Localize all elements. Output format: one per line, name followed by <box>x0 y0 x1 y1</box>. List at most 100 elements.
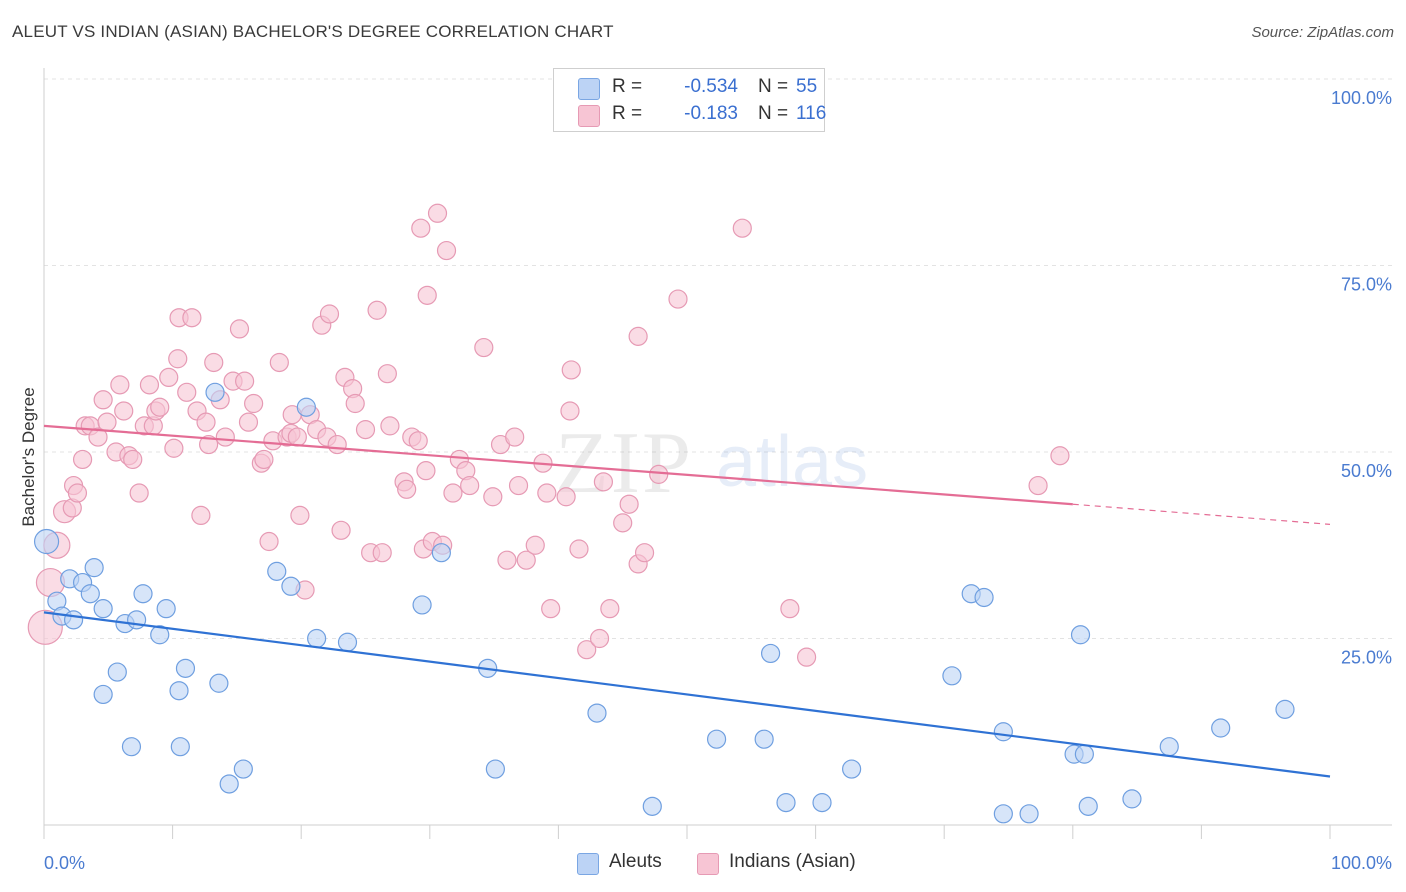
indians-asian-points <box>27 203 1070 667</box>
indian-asian-point <box>191 505 211 526</box>
legend-n-value: 55 <box>796 76 818 97</box>
aleut-point <box>942 666 962 686</box>
indian-asian-trend-extension <box>1072 503 1331 525</box>
indian-asian-point <box>88 427 108 447</box>
legend-n-value: 116 <box>796 103 827 124</box>
indian-asian-point <box>327 434 347 455</box>
aleut-point <box>33 528 60 555</box>
indian-asian-point <box>411 218 431 238</box>
aleut-point <box>307 628 327 649</box>
indian-asian-point <box>377 364 397 384</box>
indian-asian-point <box>319 304 340 324</box>
indian-asian-point <box>164 438 184 458</box>
aleut-point <box>1078 796 1098 816</box>
indian-asian-point <box>560 401 580 421</box>
aleut-point <box>776 793 796 813</box>
legend-swatch-pink <box>578 105 600 127</box>
y-tick-labels: 25.0% 50.0% 75.0% 100.0% <box>1331 88 1392 668</box>
indian-asian-point <box>244 393 264 414</box>
aleut-point <box>233 759 253 779</box>
aleut-point <box>93 599 113 619</box>
aleut-point <box>587 703 607 723</box>
legend-r-value: -0.183 <box>684 103 738 124</box>
aleut-point <box>169 681 189 701</box>
aleut-point <box>431 543 451 563</box>
aleut-point <box>107 662 127 682</box>
indian-asian-point <box>474 337 494 358</box>
indian-asian-point <box>215 427 235 447</box>
indian-asian-point <box>796 647 817 667</box>
indian-asian-point <box>668 289 688 309</box>
aleut-point <box>754 729 774 749</box>
aleut-point <box>337 632 358 652</box>
aleut-point <box>412 595 432 615</box>
legend-r-value: -0.534 <box>684 76 738 97</box>
correlation-legend: R = -0.534 N = 55 R = -0.183 N = 116 <box>553 68 827 132</box>
aleut-point <box>281 576 301 596</box>
aleut-point <box>267 561 287 581</box>
watermark-zip: ZIP <box>555 415 693 512</box>
aleut-point <box>150 625 170 645</box>
indian-asian-point <box>483 487 503 507</box>
aleut-point <box>1211 718 1231 738</box>
indian-asian-point <box>1050 446 1070 466</box>
legend-n-label: N = <box>758 76 789 97</box>
aleut-point <box>84 558 104 578</box>
aleut-point <box>80 584 100 604</box>
aleut-point <box>175 658 196 678</box>
aleut-trend-line <box>43 611 1331 778</box>
aleut-point <box>760 643 781 664</box>
aleut-point <box>1122 789 1142 809</box>
aleut-point <box>1074 744 1094 764</box>
x-tick-label-max: 100.0% <box>1331 853 1392 873</box>
aleut-point <box>63 610 84 630</box>
aleut-point <box>219 774 239 794</box>
aleut-point <box>133 584 153 604</box>
indian-asian-point <box>505 427 525 447</box>
indian-asian-point <box>168 349 188 369</box>
y-tick-label: 100.0% <box>1331 88 1392 108</box>
indian-asian-point <box>443 483 463 503</box>
indian-asian-point <box>1028 475 1048 496</box>
indian-asian-point <box>159 367 179 387</box>
grid-lines <box>44 78 1392 639</box>
indian-asian-point <box>569 539 589 559</box>
indian-asian-point <box>355 420 376 440</box>
aleut-point <box>485 759 505 779</box>
indian-asian-point <box>780 599 800 619</box>
indian-asian-point <box>649 464 669 484</box>
legend-r-label: R = <box>612 76 643 97</box>
indian-asian-point <box>556 487 576 507</box>
indian-asian-point <box>290 505 310 526</box>
indian-asian-point <box>408 431 428 451</box>
legend-swatch-blue <box>577 853 599 875</box>
aleut-point <box>126 610 147 630</box>
legend-swatch-pink <box>697 853 719 875</box>
indian-asian-point <box>177 382 197 402</box>
aleut-point <box>121 737 142 757</box>
indian-asian-point <box>199 434 219 455</box>
series-legend: Aleuts Indians (Asian) <box>0 851 1406 879</box>
indian-asian-point <box>577 640 597 660</box>
y-axis-label: Bachelor's Degree <box>19 387 38 526</box>
indian-asian-point <box>732 218 752 238</box>
indian-asian-point <box>497 550 517 570</box>
indian-asian-point <box>150 397 170 417</box>
indian-asian-point <box>367 300 387 320</box>
indian-asian-point <box>345 393 365 414</box>
aleut-point <box>170 737 190 757</box>
aleut-point <box>1275 699 1295 719</box>
indian-asian-point <box>97 412 117 432</box>
watermark: ZIP atlas <box>555 415 868 512</box>
indian-asian-point <box>541 599 561 619</box>
legend-label-indians-asian: Indians (Asian) <box>729 851 856 872</box>
indian-asian-point <box>436 240 457 261</box>
indian-asian-point <box>93 390 113 410</box>
indian-asian-point <box>204 352 224 373</box>
indian-asian-point <box>259 531 279 552</box>
x-ticks <box>43 825 1331 839</box>
aleut-point <box>842 759 862 779</box>
y-tick-label: 25.0% <box>1341 648 1392 668</box>
indian-asian-point <box>427 203 448 223</box>
